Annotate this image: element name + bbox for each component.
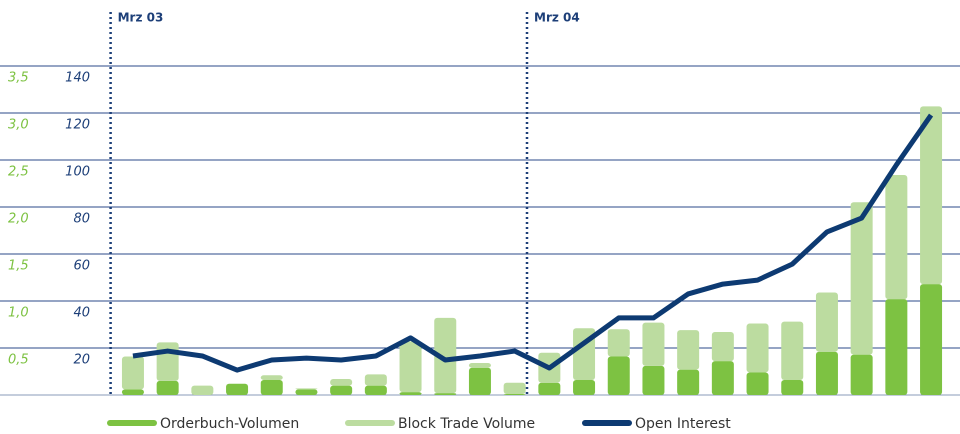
bar-segment <box>364 374 387 386</box>
y-tick-label: 1,0 <box>8 306 29 321</box>
bar-segment <box>434 317 457 394</box>
bar-segment <box>815 292 838 352</box>
bar-segment <box>156 342 179 381</box>
y2-tick-label: 100 <box>65 165 90 180</box>
bar-segment <box>156 380 179 395</box>
legend-label: Open Interest <box>635 416 731 432</box>
bar-segment <box>920 106 943 285</box>
bar-segment <box>121 356 144 390</box>
bar-segment <box>226 383 249 395</box>
bar-segment <box>468 367 491 395</box>
bar-segment <box>642 365 665 395</box>
bar-segment <box>538 382 561 395</box>
bar-segment <box>885 299 908 395</box>
bar-segment <box>295 389 318 395</box>
y-tick-label: 2,0 <box>8 212 29 227</box>
bar-segment <box>330 385 353 395</box>
bar-segment <box>191 385 214 395</box>
bar-segment <box>607 329 630 357</box>
bar-segment <box>677 369 700 395</box>
bar-segment <box>503 394 526 395</box>
y-tick-label: 1,5 <box>8 259 29 274</box>
category-label: Mrz 04 <box>534 11 580 25</box>
bar-segment <box>920 284 943 395</box>
bar-segment <box>850 202 873 355</box>
bar-segment <box>815 351 838 395</box>
y-tick-label: 3,0 <box>8 118 29 133</box>
bar-segment <box>885 175 908 300</box>
category-label: Mrz 03 <box>118 11 164 25</box>
bar-segment <box>781 321 804 380</box>
bar-segment <box>746 372 769 395</box>
bar-segment <box>711 332 734 362</box>
bar-segment <box>573 379 596 395</box>
bar-segment <box>468 363 491 368</box>
y2-tick-label: 120 <box>65 118 90 133</box>
bar-segment <box>607 356 630 395</box>
bar-segment <box>781 379 804 395</box>
bar-segment <box>260 375 283 380</box>
bar-segment <box>642 322 665 366</box>
y2-tick-label: 140 <box>65 71 90 86</box>
legend-label: Orderbuch-Volumen <box>160 416 299 432</box>
bar-segment <box>503 382 526 395</box>
bar-segment <box>850 354 873 395</box>
bar-segment <box>434 393 457 395</box>
bar-segment <box>330 379 353 386</box>
y2-tick-label: 60 <box>73 259 90 274</box>
bar-segment <box>677 330 700 370</box>
bar-segment <box>121 389 144 395</box>
bar-segment <box>399 341 422 393</box>
bar-segment <box>711 361 734 395</box>
bar-segment <box>399 392 422 395</box>
y-tick-label: 3,5 <box>8 71 29 86</box>
y-tick-label: 0,5 <box>8 353 29 368</box>
y2-tick-label: 20 <box>73 353 90 368</box>
line-series <box>132 113 934 373</box>
bar-segment <box>260 379 283 395</box>
bar-segment <box>746 323 769 373</box>
y-tick-label: 2,5 <box>8 165 29 180</box>
y2-tick-label: 80 <box>73 212 90 227</box>
bar-segment <box>364 385 387 395</box>
legend-label: Block Trade Volume <box>398 416 535 432</box>
y2-tick-label: 40 <box>73 306 90 321</box>
bar-segment <box>295 388 318 390</box>
